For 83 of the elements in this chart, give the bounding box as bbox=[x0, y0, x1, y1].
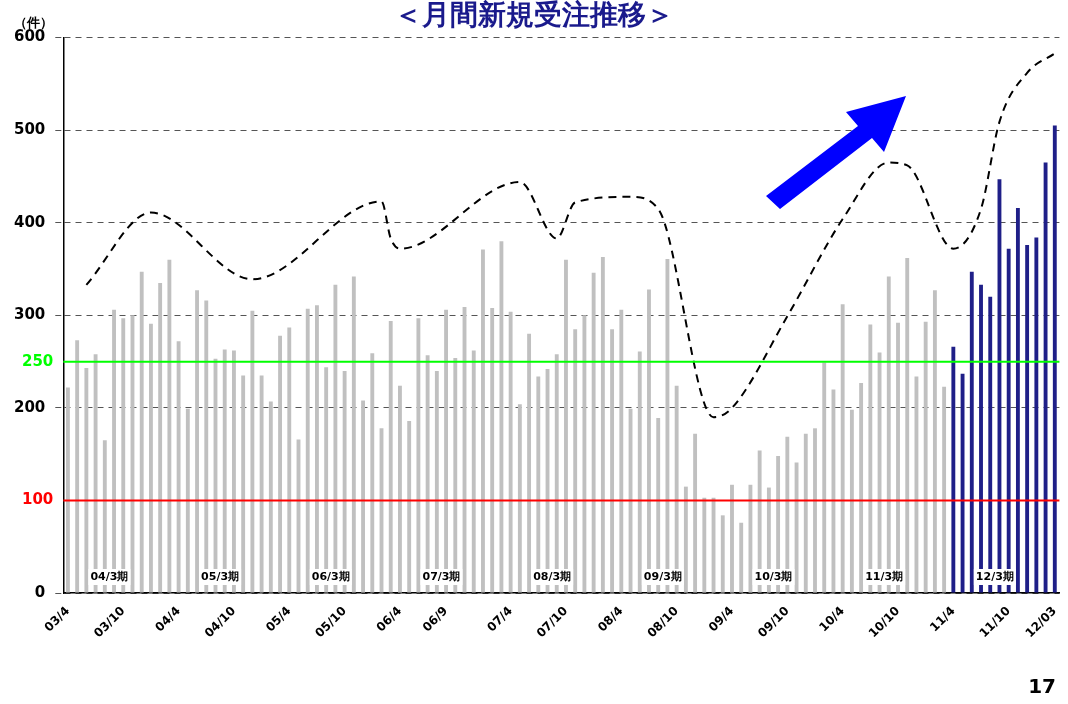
bar bbox=[176, 341, 181, 593]
bar bbox=[490, 307, 495, 593]
bar bbox=[167, 259, 172, 593]
bar bbox=[573, 329, 578, 593]
annotation: 11/3期 bbox=[865, 569, 904, 583]
y-axis-title: （件） bbox=[14, 14, 53, 31]
bar bbox=[591, 272, 596, 593]
bar bbox=[481, 249, 485, 593]
bar bbox=[600, 257, 605, 593]
bar bbox=[527, 333, 532, 593]
bar bbox=[1015, 207, 1020, 593]
annotation: 07/3期 bbox=[422, 569, 461, 583]
annotation: 12/3期 bbox=[975, 569, 1014, 583]
bar bbox=[720, 515, 725, 593]
bar bbox=[398, 385, 402, 593]
bar bbox=[813, 428, 817, 593]
bar bbox=[822, 362, 827, 593]
bar bbox=[942, 386, 947, 593]
bar bbox=[849, 409, 854, 593]
bar bbox=[65, 387, 70, 593]
bar bbox=[508, 311, 513, 593]
bar bbox=[195, 290, 199, 593]
bar bbox=[619, 309, 624, 593]
bar bbox=[388, 320, 393, 593]
bar bbox=[582, 315, 587, 593]
bar bbox=[1043, 162, 1048, 593]
bar bbox=[951, 346, 956, 593]
bar bbox=[859, 382, 864, 593]
bar bbox=[351, 276, 356, 593]
bar bbox=[407, 420, 412, 593]
bar bbox=[739, 522, 744, 593]
bar bbox=[610, 329, 615, 593]
ref-line-label: 250 bbox=[22, 351, 54, 370]
bar bbox=[361, 400, 365, 593]
bar bbox=[287, 327, 292, 593]
bar bbox=[840, 304, 845, 593]
chart-title: ＜月間新規受注推移＞ bbox=[394, 0, 674, 32]
annotation: 10/3期 bbox=[754, 569, 793, 583]
bar bbox=[923, 321, 928, 593]
annotation: 09/3期 bbox=[643, 569, 682, 583]
text: 17 bbox=[1028, 674, 1056, 698]
y-tick-label: 200 bbox=[14, 397, 46, 416]
bar bbox=[1025, 244, 1030, 593]
y-tick-label: 300 bbox=[14, 305, 46, 324]
bar bbox=[305, 308, 310, 593]
bar bbox=[185, 408, 190, 593]
bar bbox=[683, 486, 688, 593]
bar bbox=[932, 290, 937, 593]
bar bbox=[139, 271, 144, 593]
bar bbox=[499, 241, 504, 593]
bar bbox=[370, 353, 375, 593]
ref-line-label: 100 bbox=[22, 490, 54, 509]
bar bbox=[702, 497, 707, 593]
bar bbox=[259, 375, 264, 593]
y-tick-label: 400 bbox=[14, 212, 46, 231]
annotation: 04/3期 bbox=[90, 569, 129, 583]
bar bbox=[960, 373, 965, 593]
bar bbox=[471, 350, 476, 593]
bar bbox=[416, 318, 421, 593]
y-tick-label: 500 bbox=[14, 120, 46, 139]
bar bbox=[278, 335, 282, 593]
bar bbox=[730, 484, 734, 593]
bar bbox=[1034, 237, 1039, 593]
bar bbox=[969, 271, 974, 593]
bar bbox=[905, 257, 910, 593]
bar bbox=[637, 351, 642, 593]
annotation: 06/3期 bbox=[311, 569, 350, 583]
bar bbox=[84, 368, 89, 593]
bar bbox=[250, 310, 255, 593]
annotation: 08/3期 bbox=[533, 569, 572, 583]
y-tick-label: 0 bbox=[34, 582, 46, 601]
bar bbox=[148, 323, 153, 593]
bar bbox=[803, 433, 808, 593]
bar bbox=[748, 484, 753, 593]
bar bbox=[158, 282, 163, 593]
bar bbox=[75, 340, 80, 593]
bar bbox=[517, 404, 522, 593]
bar bbox=[241, 375, 246, 593]
bar bbox=[693, 433, 698, 593]
line-series bbox=[85, 52, 1056, 419]
annotation: 05/3期 bbox=[201, 569, 240, 583]
bar bbox=[268, 401, 273, 593]
bar bbox=[1052, 125, 1057, 593]
